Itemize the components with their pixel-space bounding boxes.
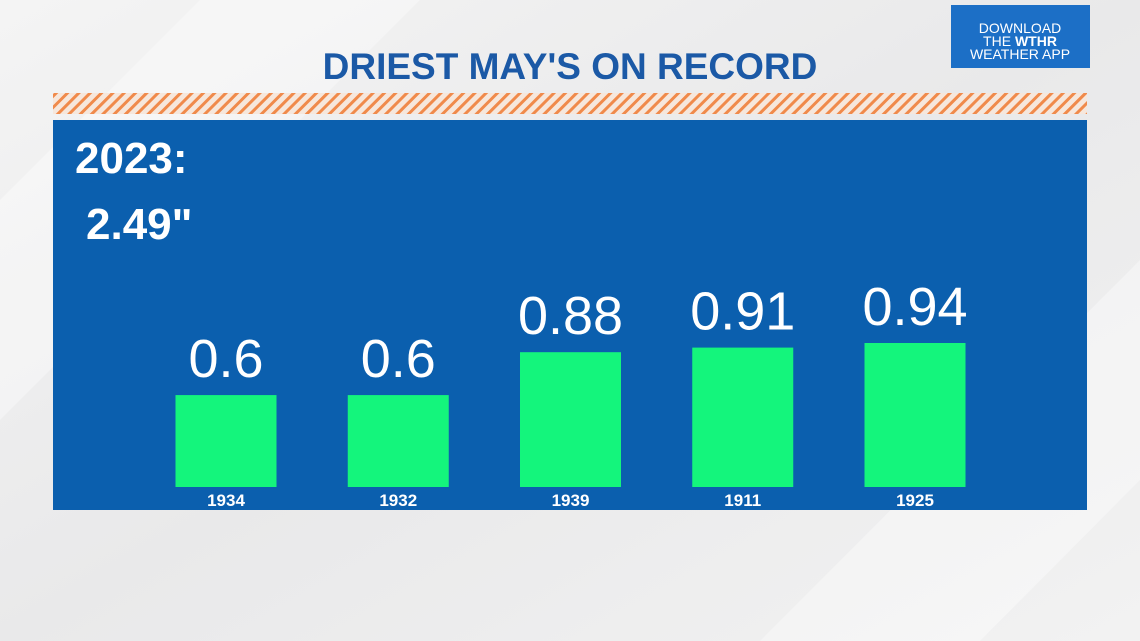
chart-title: DRIEST MAY'S ON RECORD xyxy=(323,46,818,87)
hatched-strip xyxy=(53,93,1087,114)
logo-text: THE xyxy=(983,33,1011,49)
logo-text: DOWNLOAD xyxy=(979,20,1061,36)
value-label: 0.6 xyxy=(188,329,263,389)
logo-text: WEATHER APP xyxy=(970,46,1070,62)
x-tick-label: 1925 xyxy=(896,491,934,510)
value-label: 0.88 xyxy=(518,286,623,346)
bar xyxy=(692,347,794,487)
bar xyxy=(520,352,621,487)
x-tick-label: 1934 xyxy=(207,491,245,510)
annotation: 2023: xyxy=(75,134,188,183)
bar xyxy=(864,343,966,487)
logo-text: WTHR xyxy=(1015,33,1057,49)
bar xyxy=(175,395,277,487)
x-tick-label: 1932 xyxy=(379,491,417,510)
value-label: 0.94 xyxy=(862,277,967,337)
bar xyxy=(347,395,449,487)
value-label: 0.6 xyxy=(361,329,436,389)
x-tick-label: 1911 xyxy=(724,491,761,510)
logo-box xyxy=(951,5,1090,68)
logo-text: THE WTHR xyxy=(983,33,1057,49)
annotation: 2.49" xyxy=(86,200,193,249)
x-tick-label: 1939 xyxy=(552,491,590,510)
value-label: 0.91 xyxy=(690,282,795,342)
